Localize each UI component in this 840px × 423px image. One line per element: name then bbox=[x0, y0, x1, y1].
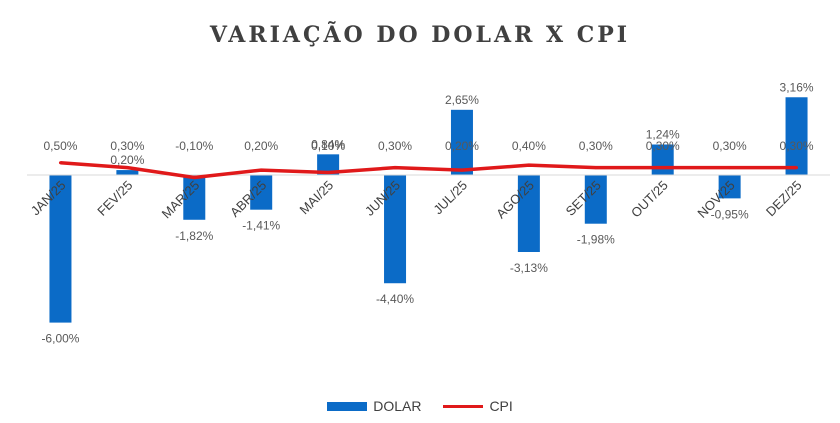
cpi-point bbox=[58, 161, 62, 165]
cpi-point bbox=[326, 171, 330, 175]
dolar-bars bbox=[49, 97, 808, 323]
legend: DOLAR CPI bbox=[0, 398, 840, 414]
legend-label-cpi: CPI bbox=[489, 398, 513, 414]
cpi-point bbox=[795, 166, 799, 170]
cpi-data-label: 0,30% bbox=[780, 139, 814, 153]
cpi-point bbox=[594, 166, 598, 170]
cpi-data-label: 0,20% bbox=[445, 139, 479, 153]
x-tick-label: MAI/25 bbox=[297, 178, 337, 218]
cpi-data-label: 0,30% bbox=[110, 139, 144, 153]
cpi-point bbox=[393, 166, 397, 170]
cpi-point bbox=[259, 168, 263, 172]
dolar-bar bbox=[450, 109, 473, 175]
legend-label-dolar: DOLAR bbox=[373, 398, 422, 414]
dolar-data-label: 0,20% bbox=[110, 153, 144, 167]
dolar-data-label: -1,82% bbox=[175, 229, 213, 243]
cpi-data-label: 0,30% bbox=[646, 139, 680, 153]
dolar-data-label: 1,24% bbox=[646, 127, 680, 141]
dolar-bar bbox=[517, 175, 540, 252]
dolar-data-label: -3,13% bbox=[510, 261, 548, 275]
cpi-data-label: 0,50% bbox=[43, 139, 77, 153]
cpi-data-label: 0,40% bbox=[512, 139, 546, 153]
cpi-point bbox=[661, 166, 665, 170]
cpi-data-label: -0,10% bbox=[175, 139, 213, 153]
cpi-point bbox=[125, 166, 129, 170]
dolar-bar bbox=[785, 97, 808, 175]
dolar-data-label: -1,41% bbox=[242, 219, 280, 233]
cpi-point bbox=[460, 168, 464, 172]
dolar-bar bbox=[250, 175, 273, 210]
dolar-bar bbox=[183, 175, 206, 220]
cpi-data-label: 0,10% bbox=[311, 139, 345, 153]
x-tick-label: JUL/25 bbox=[430, 178, 470, 218]
cpi-point bbox=[527, 163, 531, 167]
chart-canvas: -6,00% 0,20% -1,82% -1,41% 0,84% -4,40% 2,65% -… bbox=[27, 80, 830, 346]
cpi-line bbox=[60, 160, 797, 180]
dolar-data-label: 0,84% bbox=[311, 137, 345, 151]
x-tick-labels: JAN/25 FEV/25 MAR/25 ABR/25 MAI/25 JUN/25 JUL/… bbox=[28, 178, 805, 222]
dolar-bar bbox=[116, 170, 139, 175]
dolar-data-label: -1,98% bbox=[577, 233, 615, 247]
cpi-data-label: 0,30% bbox=[579, 139, 613, 153]
legend-swatch-dolar bbox=[327, 401, 368, 411]
cpi-point bbox=[728, 166, 732, 170]
legend-item-cpi[interactable]: CPI bbox=[443, 398, 513, 414]
cpi-data-label: 0,30% bbox=[713, 139, 747, 153]
dolar-data-label: -0,95% bbox=[711, 207, 749, 221]
dolar-bar bbox=[584, 175, 607, 224]
data-labels: -6,00% 0,20% -1,82% -1,41% 0,84% -4,40% 2,65% -… bbox=[41, 80, 813, 345]
dolar-data-label: -4,40% bbox=[376, 292, 414, 306]
dolar-bar bbox=[49, 175, 72, 323]
dolar-bar bbox=[718, 175, 741, 199]
x-tick-label: FEV/25 bbox=[94, 178, 135, 219]
x-tick-label: OUT/25 bbox=[628, 178, 671, 221]
cpi-data-label: 0,30% bbox=[378, 139, 412, 153]
dolar-bar bbox=[384, 175, 407, 284]
cpi-point bbox=[192, 175, 196, 179]
cpi-data-label: 0,20% bbox=[244, 139, 278, 153]
dolar-bar bbox=[317, 154, 340, 175]
chart-title: VARIAÇÃO DO DOLAR X CPI bbox=[209, 22, 631, 48]
legend-item-dolar[interactable]: DOLAR bbox=[327, 398, 421, 414]
dolar-data-label: 2,65% bbox=[445, 93, 479, 107]
x-tick-label: DEZ/25 bbox=[763, 178, 805, 220]
dolar-data-label: 3,16% bbox=[780, 80, 814, 94]
legend-swatch-cpi bbox=[443, 404, 484, 408]
dolar-data-label: -6,00% bbox=[41, 332, 79, 346]
cpi-line-group bbox=[58, 160, 799, 180]
